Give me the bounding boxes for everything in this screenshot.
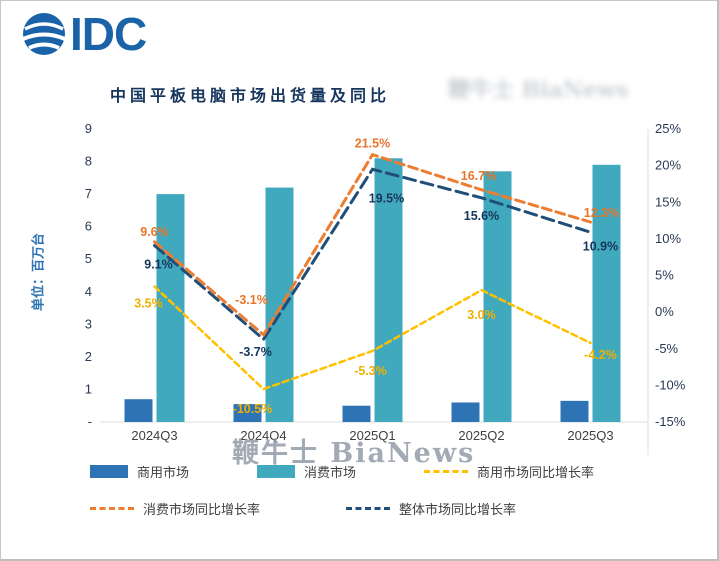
data-label: 10.9% <box>583 239 618 253</box>
growth-line-1 <box>153 152 592 338</box>
legend-item-3: 消费市场同比增长率 <box>90 499 260 518</box>
right-axis-tick: 25% <box>655 122 681 136</box>
bar-commercial-2025Q2 <box>451 402 480 422</box>
bar-commercial-2025Q1 <box>342 405 371 422</box>
bar-consumer-2025Q2 <box>483 171 512 422</box>
growth-line-2 <box>153 167 592 342</box>
left-axis-tick: 4 <box>85 284 92 299</box>
right-axis-tick: -15% <box>655 414 686 429</box>
legend-item-2: 商用市场同比增长率 <box>424 462 594 481</box>
left-axis-tick: 8 <box>85 154 92 169</box>
dashed-line-swatch-icon <box>346 507 391 510</box>
data-label: 19.5% <box>369 191 404 205</box>
chart-title: 中国平板电脑市场出货量及同比 <box>110 88 391 105</box>
left-axis-tick: 1 <box>85 381 92 396</box>
x-axis-label: 2025Q3 <box>567 428 613 443</box>
legend-item-1: 消费市场 <box>257 462 356 481</box>
legend-label: 商用市场同比增长率 <box>477 465 595 480</box>
data-label: 21.5% <box>355 137 390 151</box>
legend-item-0: 商用市场 <box>90 462 189 481</box>
left-axis-tick: 9 <box>85 122 92 136</box>
data-label: -4.2% <box>584 348 617 362</box>
left-axis-tick: 3 <box>85 316 92 331</box>
data-label: 16.7% <box>461 169 496 183</box>
growth-line-0 <box>153 285 592 391</box>
x-axis-label: 2024Q4 <box>240 428 286 443</box>
right-axis-tick: 20% <box>655 158 681 173</box>
idc-globe-icon <box>22 13 66 55</box>
data-label: -3.7% <box>239 345 272 359</box>
left-axis-tick: 7 <box>85 186 92 201</box>
legend-label: 商用市场 <box>137 465 190 480</box>
right-axis-tick: 15% <box>655 194 681 209</box>
x-axis-label: 2025Q1 <box>349 428 395 443</box>
bar-swatch-icon <box>257 465 296 478</box>
legend-label: 整体市场同比增长率 <box>399 502 517 517</box>
right-axis-tick: 0% <box>655 304 674 319</box>
bar-consumer-2025Q1 <box>374 158 403 423</box>
data-label: 9.6% <box>140 225 169 239</box>
idc-logo-text: IDC <box>70 8 147 60</box>
dashed-line-swatch-icon <box>90 507 134 510</box>
data-label: -10.5% <box>233 402 273 416</box>
bar-commercial-2024Q4 <box>233 404 262 422</box>
right-axis-tick: 5% <box>655 268 674 283</box>
data-label: 12.3% <box>584 206 619 220</box>
right-axis-tick: 10% <box>655 231 681 246</box>
legend-label: 消费市场 <box>304 465 357 480</box>
left-axis-tick: - <box>88 414 92 429</box>
watermark: 鞭牛士 BiaNews <box>232 438 476 469</box>
x-axis-label: 2025Q2 <box>458 428 504 443</box>
legend-row-2: 消费市场同比增长率 整体市场同比增长率 <box>90 499 662 518</box>
chart-canvas: 9 8 7 6 5 4 3 2 1 - 25% 20% 15% 10% 5% 0% -5% -10% -15% 202… <box>85 122 686 455</box>
right-axis-tick: -5% <box>655 341 679 356</box>
data-label: -3.1% <box>235 293 268 307</box>
legend-row-1: 商用市场 消费市场 商用市场同比增长率 <box>90 462 662 481</box>
data-label: 9.1% <box>144 257 173 271</box>
data-label: -5.3% <box>354 364 387 378</box>
data-label: 3.0% <box>467 308 496 322</box>
legend-item-4: 整体市场同比增长率 <box>346 499 516 518</box>
bar-commercial-2025Q3 <box>560 400 589 422</box>
left-axis-tick: 2 <box>85 349 92 364</box>
bar-consumer-2025Q3 <box>592 164 621 423</box>
left-axis-tick: 5 <box>85 251 92 266</box>
data-label: 15.6% <box>464 209 499 223</box>
bar-commercial-2024Q3 <box>124 399 153 422</box>
data-label: 3.5% <box>134 296 163 310</box>
x-axis-label: 2024Q3 <box>131 428 177 443</box>
chart-legend: 商用市场 消费市场 商用市场同比增长率 消费市场同比增长率 整体市场同比增长率 <box>90 462 662 518</box>
watermark-blurred: 鞭牛士 BiaNews <box>448 77 629 103</box>
legend-label: 消费市场同比增长率 <box>143 502 261 517</box>
bar-swatch-icon <box>90 465 128 478</box>
bar-consumer-2024Q3 <box>156 194 185 422</box>
right-axis-tick: -10% <box>655 377 686 392</box>
dashed-line-swatch-icon <box>424 470 469 473</box>
idc-logo: IDC <box>20 8 147 60</box>
left-axis-tick: 6 <box>85 219 92 234</box>
